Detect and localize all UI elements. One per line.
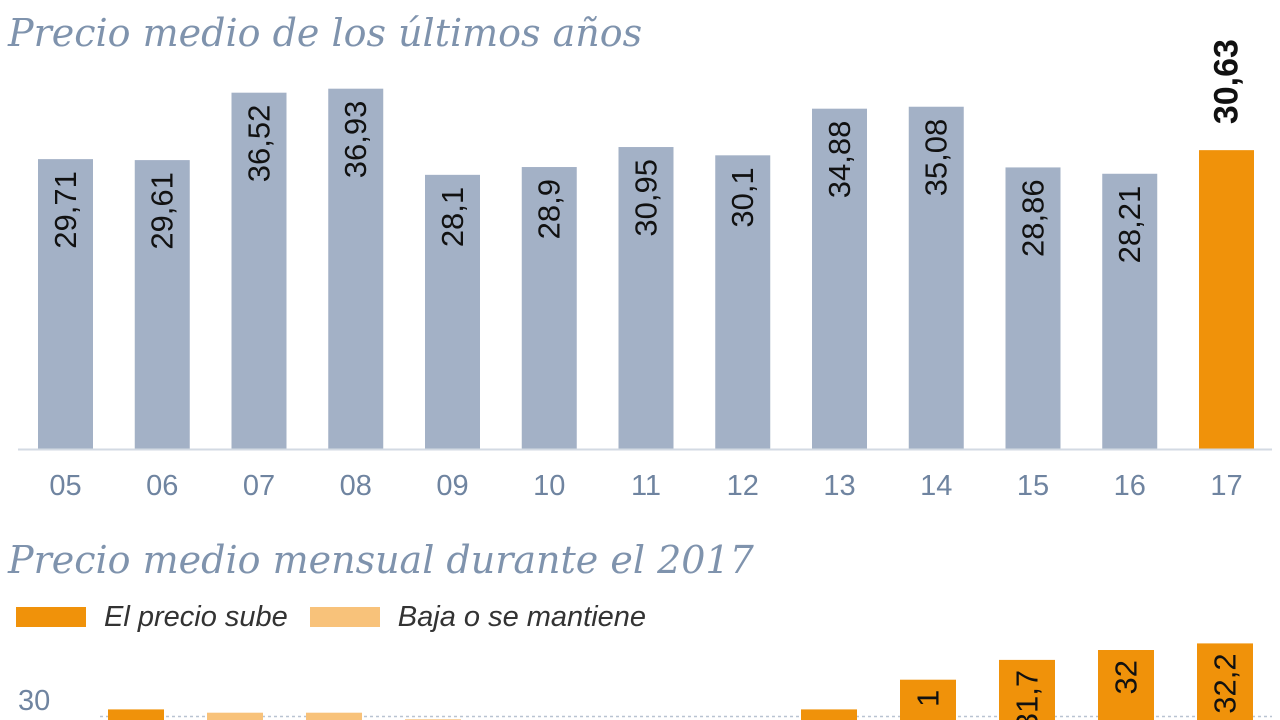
legend-swatch-baja xyxy=(309,607,380,627)
legend-item-baja: Baja o se mantiene xyxy=(309,600,647,634)
x-tick-label: 05 xyxy=(49,470,81,502)
bar-07 xyxy=(231,92,287,450)
bar-09 xyxy=(425,174,480,449)
x-tick-label: 11 xyxy=(631,470,661,502)
bar-13 xyxy=(812,108,867,449)
bar-17 xyxy=(1199,150,1254,449)
month-bar-12 xyxy=(1197,643,1253,720)
monthly-price-chart: 30 1 31,7 32 32,2 xyxy=(18,643,1272,720)
data-label: 28,21 xyxy=(1112,186,1147,264)
bar-10 xyxy=(521,167,577,449)
legend-swatch-sube xyxy=(16,607,86,627)
bar-12 xyxy=(715,155,771,449)
month-bar-3 xyxy=(306,712,362,720)
x-tick-label: 16 xyxy=(1114,470,1146,502)
x-tick-label: 13 xyxy=(823,470,855,502)
data-label: 30,1 xyxy=(725,167,760,227)
data-label: 36,93 xyxy=(338,101,373,179)
legend-item-sube: El precio sube xyxy=(16,601,288,634)
month-bar-11 xyxy=(1098,650,1154,720)
x-tick-label: 10 xyxy=(533,470,565,502)
data-label: 30,95 xyxy=(629,159,664,237)
legend-label-baja: Baja o se mantiene xyxy=(397,600,647,633)
month-bar-9 xyxy=(900,679,956,720)
annual-price-chart: 05 06 07 08 09 10 11 12 13 14 15 16 17 29,71 29,61 36,… xyxy=(18,39,1272,502)
x-tick-label: 07 xyxy=(243,470,275,502)
month-data-label: 31,7 xyxy=(1010,670,1045,720)
bar-15 xyxy=(1005,167,1061,450)
x-tick-label: 14 xyxy=(920,470,952,502)
bar-14 xyxy=(908,106,964,449)
legend: El precio sube Baja o se mantiene xyxy=(16,600,668,634)
month-bar-10 xyxy=(999,659,1055,720)
data-label: 28,86 xyxy=(1016,179,1051,257)
x-tick-label: 09 xyxy=(436,470,468,502)
data-label: 35,08 xyxy=(919,119,954,197)
x-tick-label: 08 xyxy=(340,470,372,502)
bar-05 xyxy=(38,159,93,449)
y-tick-label: 30 xyxy=(18,685,50,717)
month-data-label: 1 xyxy=(911,690,946,707)
bar-16 xyxy=(1102,173,1158,449)
bar-06 xyxy=(134,160,190,450)
x-tick-label: 17 xyxy=(1210,470,1242,502)
x-tick-label: 06 xyxy=(146,470,178,502)
x-tick-label: 15 xyxy=(1017,470,1049,502)
data-label: 28,1 xyxy=(435,187,470,247)
month-data-label: 32 xyxy=(1109,660,1144,694)
month-data-label: 32,2 xyxy=(1208,653,1243,713)
data-label: 28,9 xyxy=(532,179,567,239)
monthly-chart-title: Precio medio mensual durante el 2017 xyxy=(8,538,754,582)
data-label: 29,71 xyxy=(48,171,83,249)
x-tick-label: 12 xyxy=(727,470,759,502)
bar-11 xyxy=(618,147,674,449)
bar-08 xyxy=(328,88,384,449)
data-label-highlight: 30,63 xyxy=(1208,39,1246,124)
month-bar-2 xyxy=(207,712,263,720)
data-label: 36,52 xyxy=(242,105,277,183)
data-label: 34,88 xyxy=(822,121,857,199)
month-bar-1 xyxy=(108,709,164,720)
annual-chart-title: Precio medio de los últimos años xyxy=(8,11,643,55)
month-bar-8 xyxy=(801,709,857,720)
data-label: 29,61 xyxy=(145,172,180,250)
legend-label-sube: El precio sube xyxy=(104,600,288,633)
